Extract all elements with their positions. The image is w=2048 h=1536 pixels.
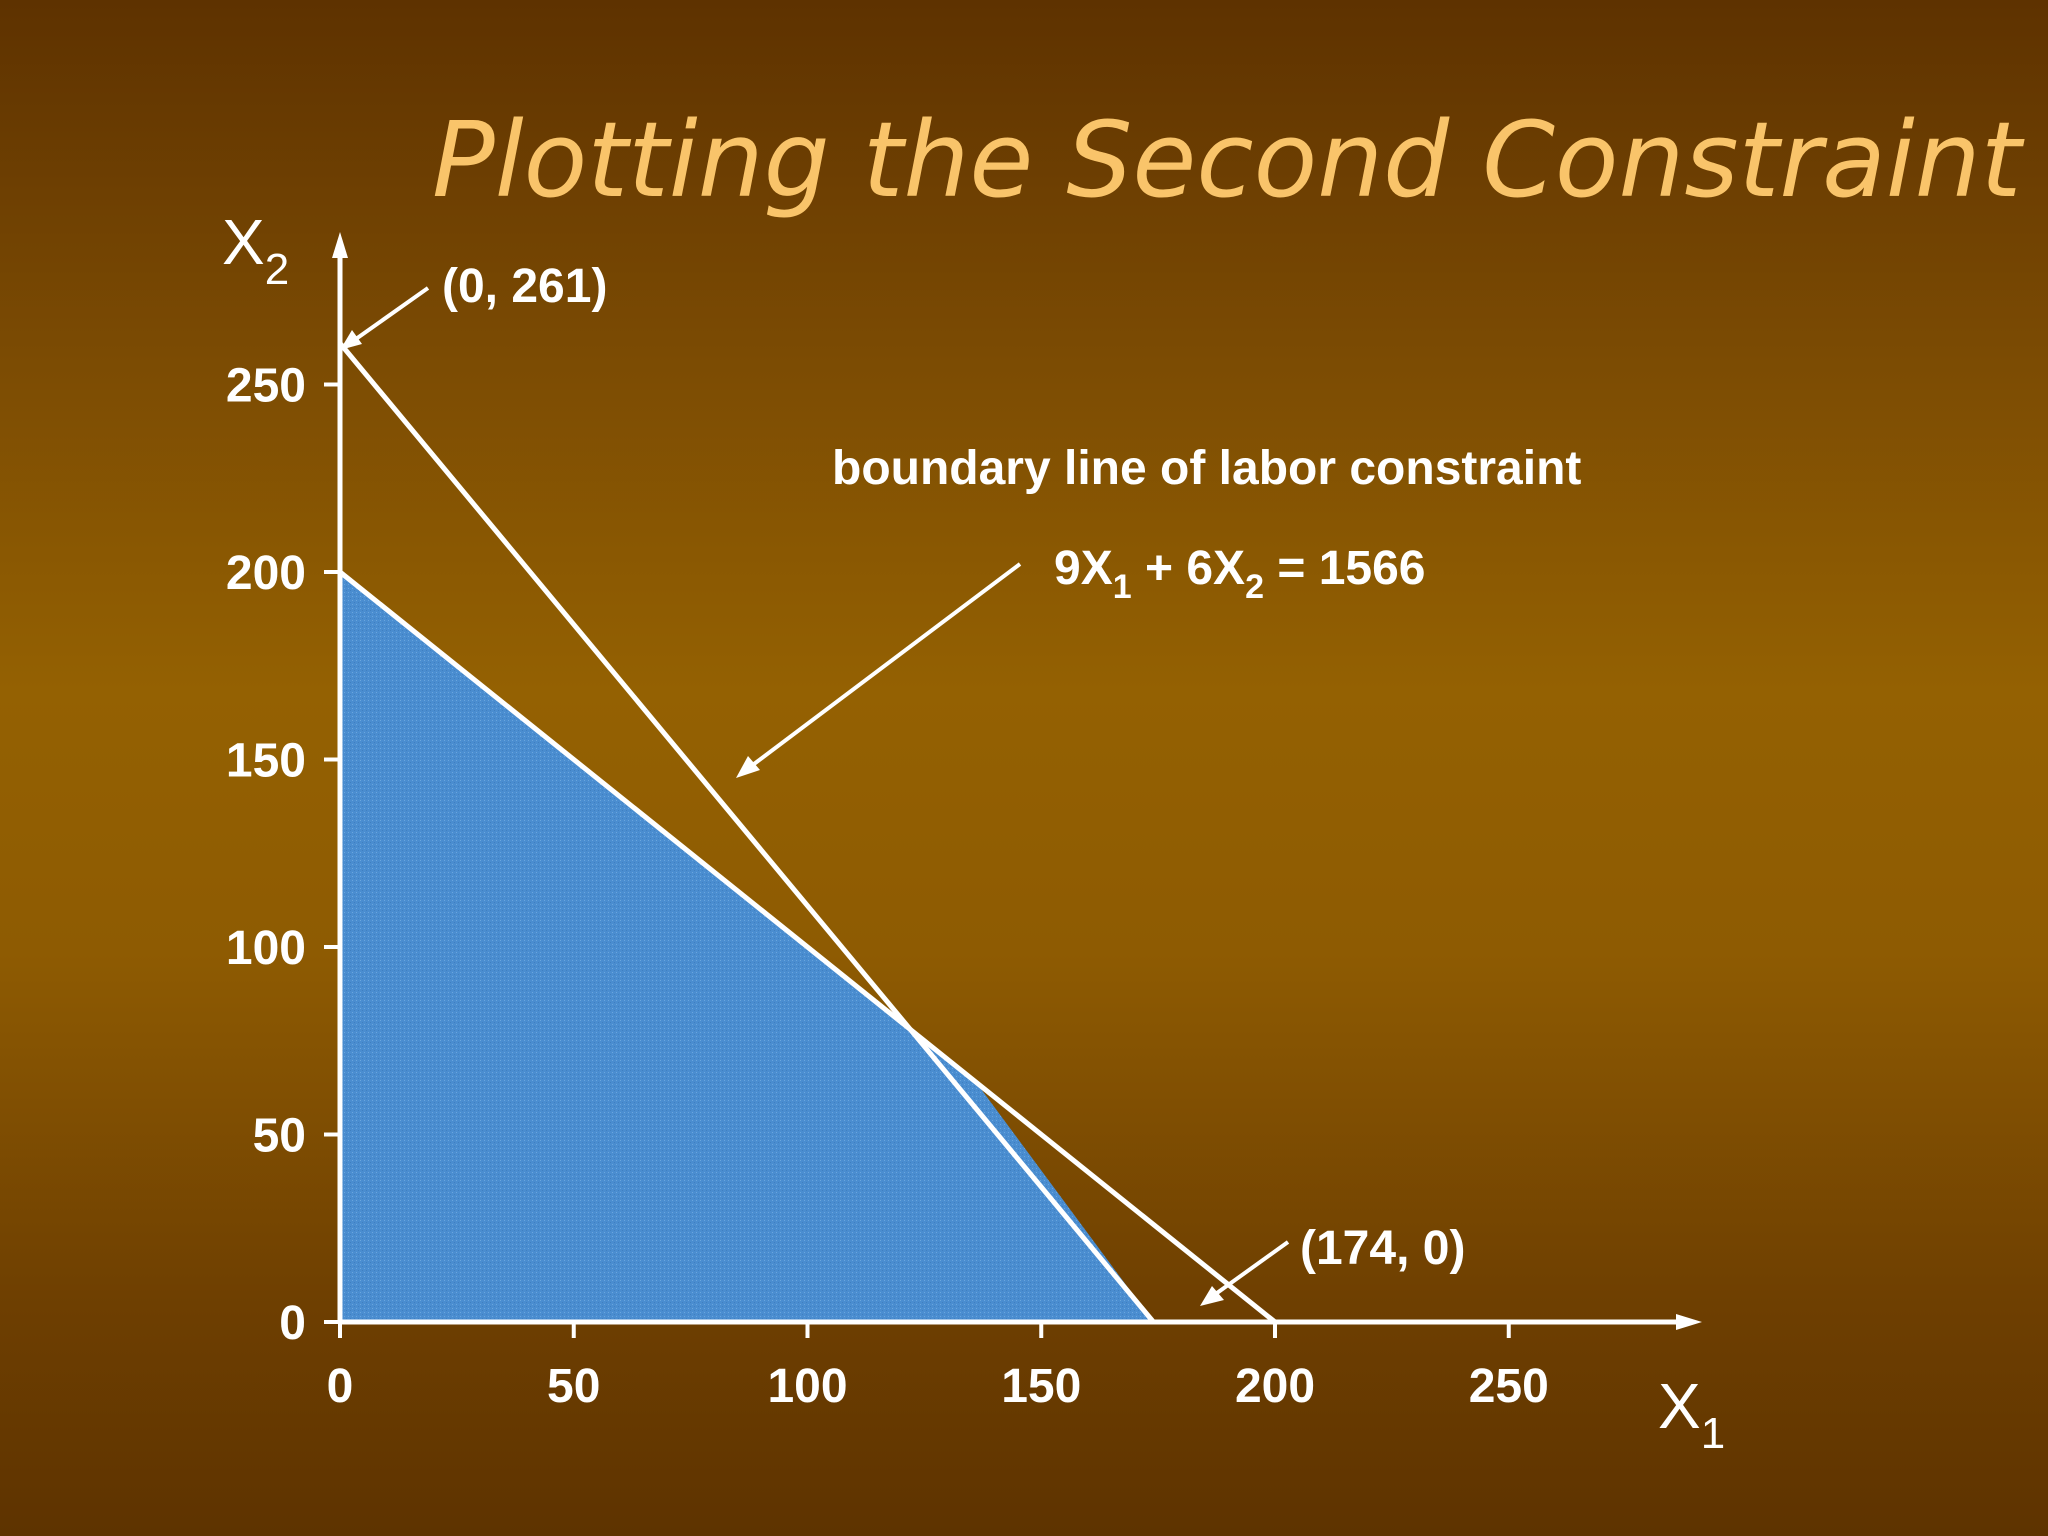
y-tick-label: 150 [226, 735, 306, 788]
x-tick-label: 50 [547, 1360, 600, 1413]
y-axis-title: X2 [222, 206, 289, 294]
annotation-bottom-point: (174, 0) [1200, 1222, 1465, 1306]
bottom-point-arrowhead [1200, 1286, 1224, 1306]
top-point-arrow-shaft [344, 286, 430, 348]
x-axis: 0 50 100 150 200 250 X1 [327, 1314, 1725, 1458]
equation-label: 9X1 + 6X2 = 1566 [1054, 542, 1425, 606]
bottom-point-arrow-shaft [1208, 1240, 1290, 1300]
boundary-arrow-shaft [744, 562, 1022, 772]
bottom-point-label: (174, 0) [1300, 1222, 1465, 1275]
x-axis-title: X1 [1658, 1370, 1725, 1458]
x-axis-ticks: 0 50 100 150 200 250 [327, 1322, 1549, 1413]
x-tick-label: 0 [327, 1360, 354, 1413]
feasible-region [340, 572, 1154, 1322]
x-tick-label: 150 [1001, 1360, 1081, 1413]
x-tick-label: 200 [1235, 1360, 1315, 1413]
top-point-label: (0, 261) [442, 260, 607, 313]
y-tick-label: 200 [226, 547, 306, 600]
y-tick-label: 50 [253, 1110, 306, 1163]
x-tick-label: 250 [1469, 1360, 1549, 1413]
y-axis: 0 50 100 150 200 250 X2 [222, 206, 348, 1350]
annotation-top-point: (0, 261) [340, 260, 607, 350]
first-constraint-line [338, 570, 1277, 1324]
boundary-label: boundary line of labor constraint [832, 442, 1581, 495]
annotation-boundary: boundary line of labor constraint 9X1 + … [736, 442, 1581, 778]
top-point-arrowhead [340, 330, 362, 350]
boundary-arrowhead [736, 756, 760, 778]
slide-title: Plotting the Second Constraint [432, 99, 2025, 221]
x-axis-arrowhead [1676, 1314, 1702, 1330]
x-tick-label: 100 [767, 1360, 847, 1413]
y-tick-label: 250 [226, 360, 306, 413]
labor-constraint-line [338, 341, 1156, 1324]
y-axis-arrowhead [332, 232, 348, 258]
y-tick-label: 100 [226, 922, 306, 975]
y-axis-ticks: 0 50 100 150 200 250 [226, 360, 340, 1350]
y-tick-label: 0 [279, 1297, 306, 1350]
